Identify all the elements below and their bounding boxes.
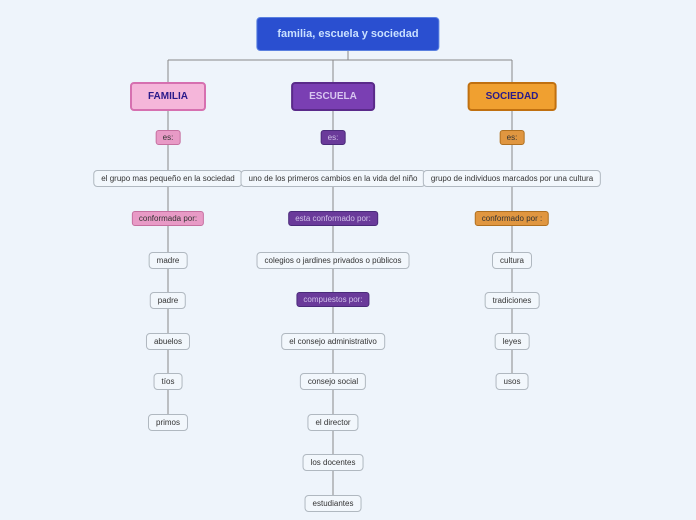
label-sociedad-es: es: [500,130,525,145]
item-padre: padre [150,292,186,309]
label-familia-conformada: conformada por: [132,211,204,226]
item-primos: primos [148,414,188,431]
branch-escuela: ESCUELA [291,82,375,111]
root-node: familia, escuela y sociedad [256,17,439,51]
item-cultura: cultura [492,252,532,269]
def-escuela: uno de los primeros cambios en la vida d… [241,170,426,187]
item-colegios: colegios o jardines privados o públicos [257,252,410,269]
label-escuela-compuestos: compuestos por: [296,292,369,307]
item-consejo-social: consejo social [300,373,366,390]
label-sociedad-conformado: conformado por : [475,211,549,226]
def-sociedad: grupo de individuos marcados por una cul… [423,170,601,187]
branch-familia: FAMILIA [130,82,206,111]
item-leyes: leyes [495,333,530,350]
label-escuela-es: es: [321,130,346,145]
item-estudiantes: estudiantes [305,495,362,512]
branch-sociedad: SOCIEDAD [468,82,557,111]
label-familia-es: es: [156,130,181,145]
item-consejo-admin: el consejo administrativo [281,333,385,350]
label-escuela-conformado: esta conformado por: [288,211,378,226]
item-madre: madre [149,252,188,269]
item-docentes: los docentes [303,454,364,471]
item-usos: usos [496,373,529,390]
item-tradiciones: tradiciones [485,292,540,309]
item-director: el director [307,414,358,431]
item-abuelos: abuelos [146,333,190,350]
def-familia: el grupo mas pequeño en la sociedad [93,170,242,187]
item-tios: tíos [154,373,183,390]
